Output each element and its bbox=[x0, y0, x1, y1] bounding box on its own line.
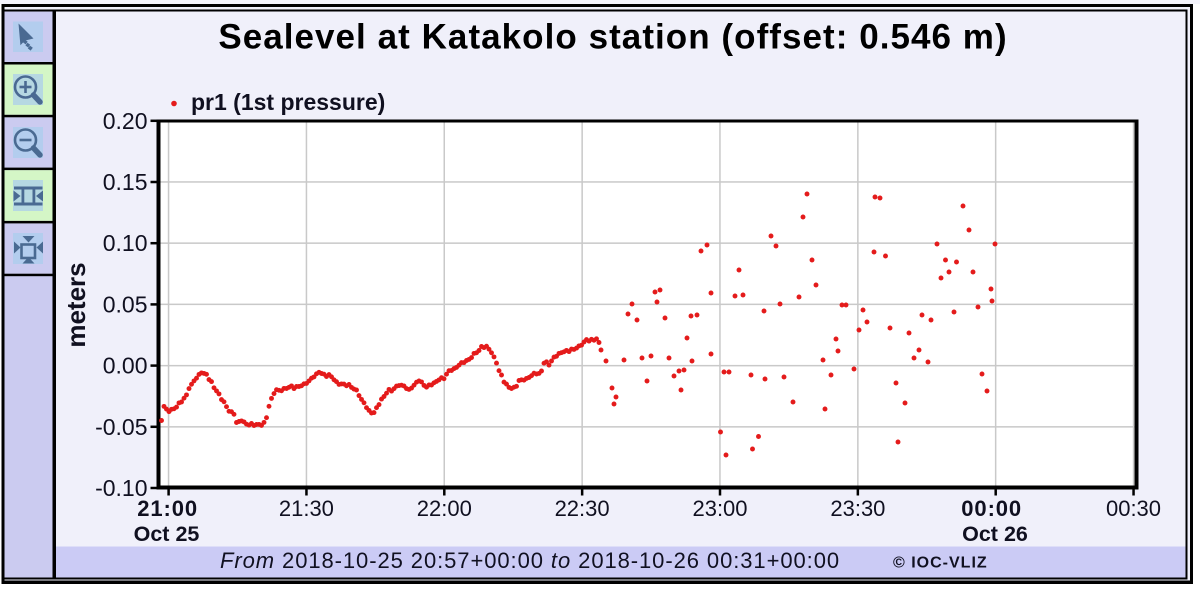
svg-text:23:00: 23:00 bbox=[692, 496, 747, 521]
svg-text:pr1 (1st pressure): pr1 (1st pressure) bbox=[191, 89, 385, 115]
svg-text:Oct 26: Oct 26 bbox=[962, 522, 1028, 546]
svg-text:Oct 25: Oct 25 bbox=[134, 522, 200, 546]
svg-text:21:30: 21:30 bbox=[279, 496, 334, 521]
svg-text:0.05: 0.05 bbox=[103, 291, 148, 317]
svg-text:00:00: 00:00 bbox=[961, 496, 1022, 521]
svg-text:0.00: 0.00 bbox=[103, 353, 148, 379]
svg-text:22:00: 22:00 bbox=[417, 496, 472, 521]
svg-text:-0.05: -0.05 bbox=[95, 414, 147, 440]
svg-text:0.20: 0.20 bbox=[103, 108, 148, 134]
svg-text:© IOC-VLIZ: © IOC-VLIZ bbox=[893, 555, 988, 572]
svg-text:0.10: 0.10 bbox=[103, 230, 148, 256]
svg-text:Sealevel at Katakolo station (: Sealevel at Katakolo station (offset: 0.… bbox=[218, 18, 1007, 57]
svg-text:meters: meters bbox=[61, 262, 91, 347]
svg-text:0.15: 0.15 bbox=[103, 169, 148, 195]
svg-text:From 2018-10-25 20:57+00:00 to: From 2018-10-25 20:57+00:00 to 2018-10-2… bbox=[220, 548, 840, 573]
svg-text:22:30: 22:30 bbox=[555, 496, 610, 521]
svg-text:21:00: 21:00 bbox=[137, 496, 198, 521]
svg-text:00:30: 00:30 bbox=[1106, 496, 1161, 521]
svg-text:-0.10: -0.10 bbox=[95, 475, 147, 501]
svg-text:23:30: 23:30 bbox=[830, 496, 885, 521]
